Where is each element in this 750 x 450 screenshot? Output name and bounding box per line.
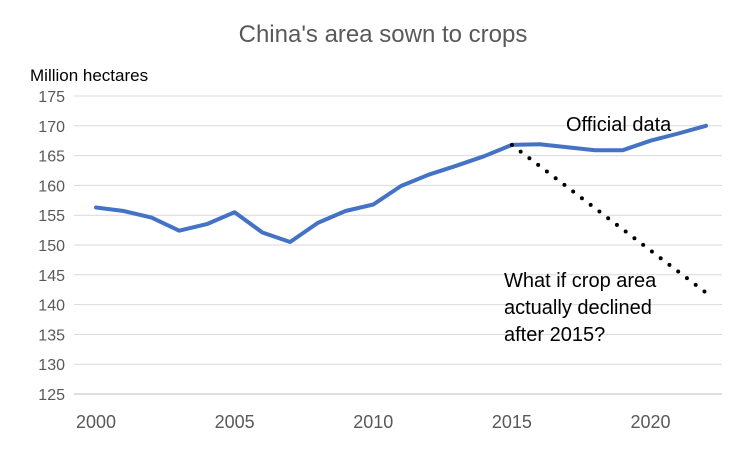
y-tick-labels: 125 130 135 140 145 150 155 160 165 170 175 — [38, 89, 65, 404]
y-tick-label: 150 — [38, 238, 65, 255]
y-tick-label: 130 — [38, 357, 65, 374]
annotation-what-if-line-3: after 2015? — [504, 324, 605, 346]
annotation-official-data: Official data — [566, 114, 672, 136]
y-tick-label: 140 — [38, 298, 65, 315]
annotation-what-if: What if crop area actually declined afte… — [504, 270, 662, 346]
y-tick-label: 160 — [38, 178, 65, 195]
y-tick-label: 135 — [38, 327, 65, 344]
x-tick-label: 2015 — [492, 412, 532, 432]
series-lines — [94, 123, 708, 295]
x-tick-label: 2005 — [215, 412, 255, 432]
chart-title: China's area sown to crops — [239, 21, 528, 48]
y-tick-label: 175 — [38, 89, 65, 106]
y-tick-label: 165 — [38, 149, 65, 166]
x-tick-label: 2000 — [76, 412, 116, 432]
official-data-line — [94, 123, 708, 244]
annotation-what-if-line-1: What if crop area — [504, 270, 657, 292]
annotation-what-if-line-2: actually declined — [504, 297, 652, 319]
x-tick-label: 2020 — [631, 412, 671, 432]
declined-scenario-line — [509, 142, 708, 295]
y-tick-label: 125 — [38, 387, 65, 404]
x-tick-label: 2010 — [353, 412, 393, 432]
gridlines — [74, 95, 722, 395]
x-tick-labels: 2000 2005 2010 2015 2020 — [76, 412, 671, 432]
y-tick-label: 170 — [38, 119, 65, 136]
y-axis-label: Million hectares — [30, 66, 148, 85]
y-tick-label: 145 — [38, 268, 65, 285]
y-tick-label: 155 — [38, 208, 65, 225]
annotation-official-data-line: Official data — [566, 114, 672, 136]
